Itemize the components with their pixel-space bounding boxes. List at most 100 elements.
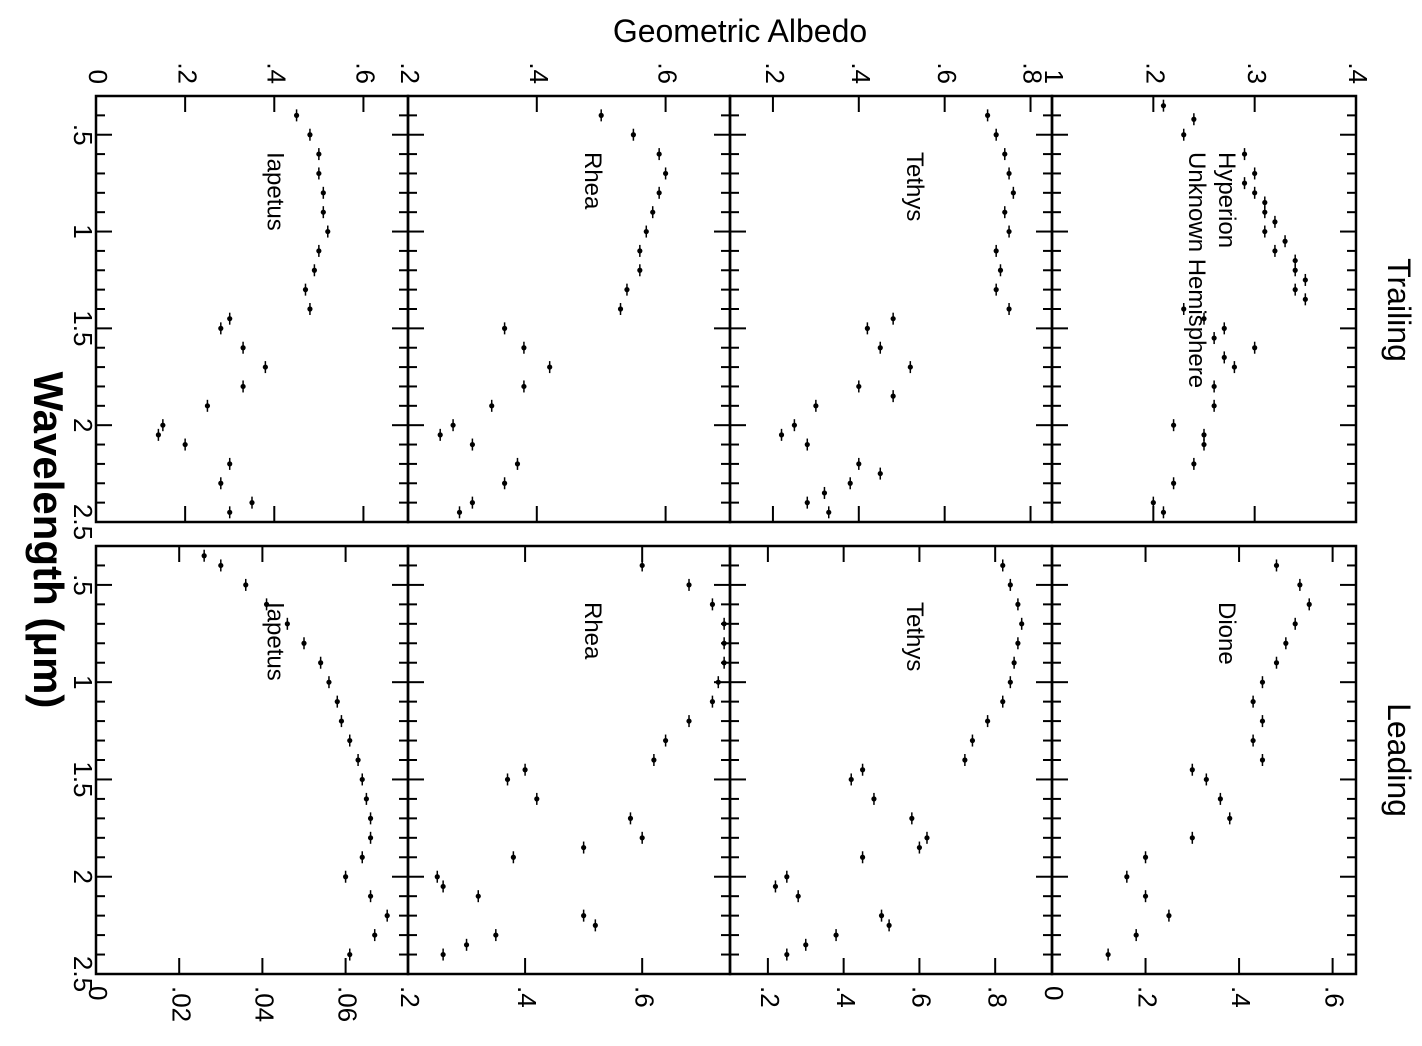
data-point [721,640,727,646]
panel-label: Tethys [901,152,928,221]
data-point [985,718,991,724]
data-point [791,422,798,428]
data-point [1191,461,1197,467]
data-point [347,951,353,958]
data-point [1252,345,1258,351]
data-point [293,112,300,118]
data-point [522,767,528,773]
data-point [639,835,645,841]
data-point [514,461,521,467]
data-point [302,287,309,293]
data-point [1292,287,1298,293]
data-point [440,951,446,958]
data-point [440,883,446,890]
data-point [1211,335,1217,341]
data-point [1150,500,1156,506]
data-point [1292,267,1298,273]
data-point [1000,699,1006,705]
data-point [1181,306,1187,312]
data-point [709,699,716,705]
x-tick-label: 1.5 [68,761,98,797]
panel-label: Rhea [579,152,606,210]
y-tick-label: .3 [1242,62,1272,84]
x-tick-label: .5 [68,124,98,146]
data-point [813,403,819,409]
data-point [359,776,365,783]
data-point [826,509,832,515]
data-point [1133,932,1139,938]
panel-frame [406,544,732,976]
data-point [1302,296,1308,302]
data-point [316,170,322,177]
data-point [877,470,883,477]
data-point [627,815,634,821]
data-point [907,364,913,370]
data-point [434,874,440,880]
panel-trailing-3: 0 .2 .4 .6 .5 1 1.5 2 2.5 Iapetus [68,62,410,540]
data-point [1010,190,1016,196]
x-tick-label: 1.5 [68,310,98,346]
data-point [859,767,866,773]
y-tick-label: .6 [629,986,659,1008]
data-point [997,267,1004,273]
data-point [218,562,224,569]
data-point [218,480,224,486]
data-point [367,815,374,821]
y-tick-label: .2 [395,986,425,1008]
data-point [1227,815,1233,821]
data-point [598,112,604,118]
data-point [493,932,499,938]
data-point [502,325,508,331]
data-point [456,509,463,515]
data-point [721,660,727,666]
data-point [1262,228,1268,235]
data-point [504,776,511,783]
data-point [778,432,785,438]
data-point [715,679,721,685]
data-point [160,422,166,428]
data-point [1283,640,1289,646]
panel-leading-3: 0 .02 .04 .06 .5 1 1.5 2 2.5 Iapetus [68,544,410,1022]
data-point [243,582,249,588]
data-point [326,679,332,685]
data-point [1221,325,1227,331]
data-point [1015,640,1021,646]
data-point [709,601,716,607]
data-point [227,316,233,322]
data-point [821,490,828,496]
data-point [784,951,790,958]
data-point [639,562,645,569]
data-point [993,132,999,138]
y-tick-label: 0 [1039,986,1069,1000]
data-point [592,922,598,928]
panel-frame [94,94,410,524]
data-point [1006,228,1012,235]
data-point [864,325,870,331]
data-point [463,942,470,948]
data-point [804,500,810,506]
data-point [1181,132,1187,138]
data-point [521,383,527,390]
data-point [1272,219,1278,225]
data-point [643,228,649,235]
data-point [1302,277,1308,283]
data-point [890,393,896,399]
data-point [1292,621,1298,627]
data-point [1306,601,1312,607]
data-point [316,151,322,157]
data-point [795,893,801,899]
data-point [355,757,361,763]
data-point [1231,364,1237,370]
data-point [871,796,877,802]
panel-label: Rhea [579,602,606,660]
data-point [656,190,662,196]
data-point [1000,562,1006,569]
y-tick-label: .8 [982,986,1012,1008]
data-point [877,345,883,351]
data-point [985,112,991,118]
data-point [1171,422,1177,428]
data-point [848,776,854,783]
data-point [993,287,999,293]
y-tick-label: .6 [351,62,381,84]
